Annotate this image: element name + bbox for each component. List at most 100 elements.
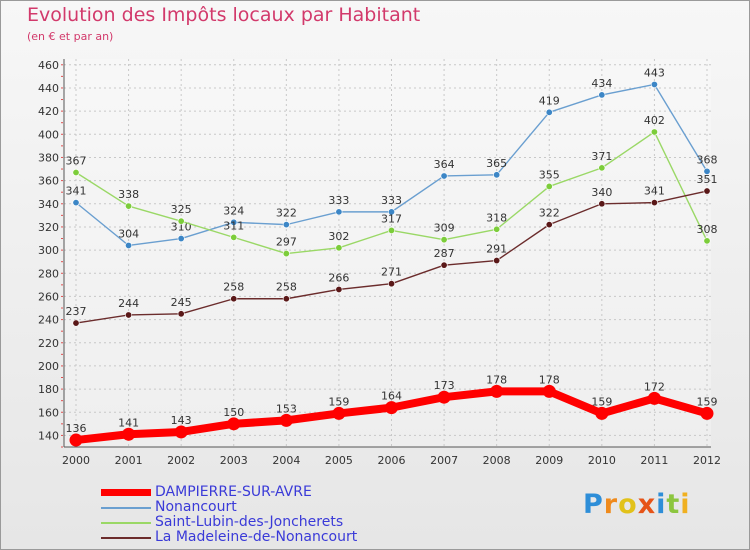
data-point (335, 208, 343, 216)
data-label: 368 (697, 153, 718, 166)
data-label: 172 (644, 380, 665, 393)
data-point (385, 401, 398, 415)
data-point (650, 80, 658, 88)
data-point (282, 221, 290, 229)
data-label: 340 (591, 186, 612, 199)
data-point (69, 433, 83, 447)
data-point (125, 202, 133, 210)
data-point (177, 310, 185, 318)
data-label: 258 (276, 281, 297, 294)
data-point (227, 417, 241, 431)
y-tick-label: 260 (38, 290, 59, 303)
logo-letter: i (656, 489, 667, 520)
data-label: 244 (118, 297, 139, 310)
x-tick-label: 2009 (535, 454, 563, 467)
data-label: 308 (697, 223, 718, 236)
legend-swatch (101, 507, 151, 509)
x-tick-label: 2012 (693, 454, 721, 467)
data-label: 159 (697, 395, 718, 408)
data-point (440, 236, 448, 244)
y-tick-label: 180 (38, 383, 59, 396)
data-label: 245 (171, 296, 192, 309)
legend-item: DAMPIERRE-SUR-AVRE (101, 484, 421, 500)
y-tick-label: 160 (38, 406, 59, 419)
data-label: 317 (381, 212, 402, 225)
data-point (122, 427, 136, 441)
data-point (177, 235, 185, 243)
data-point (387, 226, 395, 234)
data-point (542, 384, 556, 398)
data-label: 136 (66, 422, 87, 435)
data-point (598, 200, 606, 208)
logo-letter: x (637, 489, 657, 520)
legend-label: La Madeleine-de-Nonancourt (155, 529, 358, 545)
data-point (647, 391, 661, 405)
data-point (440, 172, 448, 180)
data-point (335, 285, 343, 293)
chart-subtitle: (en € et par an) (27, 30, 114, 43)
data-label: 266 (328, 271, 349, 284)
data-label: 143 (171, 414, 192, 427)
data-point (72, 169, 80, 177)
data-point (545, 108, 553, 116)
data-label: 304 (118, 227, 139, 240)
x-tick-label: 2005 (325, 454, 353, 467)
y-tick-label: 380 (38, 151, 59, 164)
data-label: 318 (486, 211, 507, 224)
data-point (545, 182, 553, 190)
data-point (493, 257, 501, 265)
y-tick-label: 440 (38, 82, 59, 95)
y-tick-label: 320 (38, 221, 59, 234)
data-label: 367 (66, 155, 87, 168)
data-point (387, 280, 395, 288)
y-tick-label: 240 (38, 314, 59, 327)
data-label: 402 (644, 114, 665, 127)
data-point (72, 319, 80, 327)
data-label: 302 (328, 230, 349, 243)
data-label: 153 (276, 402, 297, 415)
data-point (177, 217, 185, 225)
x-tick-label: 2011 (640, 454, 668, 467)
data-point (703, 187, 711, 195)
x-tick-label: 2008 (483, 454, 511, 467)
data-point (230, 233, 238, 241)
data-point (598, 164, 606, 172)
data-label: 150 (223, 406, 244, 419)
chart-legend: DAMPIERRE-SUR-AVRE Nonancourt Saint-Lubin-… (101, 484, 421, 545)
legend-label: Saint-Lubin-des-Joncherets (155, 514, 344, 530)
x-tick-label: 2003 (220, 454, 248, 467)
logo-letter: r (603, 489, 619, 520)
data-label: 237 (66, 305, 87, 318)
y-tick-label: 280 (38, 267, 59, 280)
data-point (332, 406, 346, 420)
data-point (700, 406, 714, 420)
logo-letter: P (583, 489, 604, 520)
data-label: 178 (486, 373, 507, 386)
x-tick-label: 2004 (272, 454, 300, 467)
x-tick-label: 2002 (167, 454, 195, 467)
legend-item: La Madeleine-de-Nonancourt (101, 529, 421, 545)
data-label: 333 (328, 194, 349, 207)
data-point (493, 225, 501, 233)
data-label: 355 (539, 168, 560, 181)
data-point (72, 199, 80, 207)
y-tick-label: 200 (38, 360, 59, 373)
data-point (545, 221, 553, 229)
x-tick-label: 2010 (588, 454, 616, 467)
data-label: 351 (697, 173, 718, 186)
data-point (440, 261, 448, 269)
data-point (595, 406, 609, 420)
data-point (174, 425, 188, 439)
data-point (490, 384, 504, 398)
y-tick-label: 460 (38, 59, 59, 72)
legend-label: Nonancourt (155, 499, 237, 515)
data-label: 325 (171, 203, 192, 216)
data-label: 324 (223, 204, 244, 217)
legend-swatch (101, 489, 151, 496)
data-point (387, 208, 395, 216)
data-point (335, 244, 343, 252)
y-tick-label: 360 (38, 175, 59, 188)
legend-item: Nonancourt (101, 499, 421, 515)
data-label: 271 (381, 266, 402, 279)
